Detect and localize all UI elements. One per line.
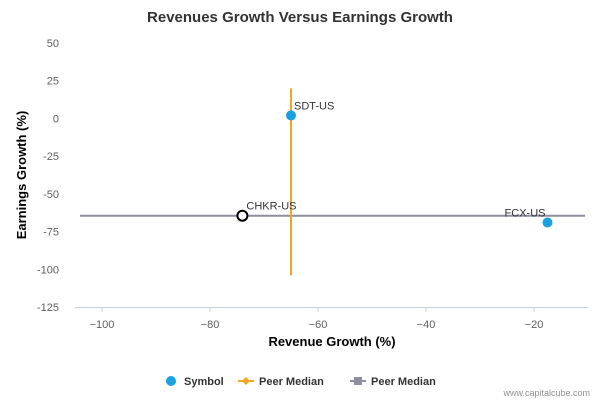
data-point-sdt-us [286, 110, 296, 121]
legend: Symbol Peer Median Peer Median [166, 376, 436, 388]
peer-median-lines [80, 88, 585, 276]
legend-diamond-marker [242, 377, 250, 385]
legend-label: Symbol [184, 376, 224, 388]
legend-symbol-marker [166, 376, 176, 386]
legend-item[interactable]: Peer Median [350, 376, 436, 388]
x-tick-label: −20 [525, 319, 544, 331]
x-axis-ticks: −100 −80 −60 −40 −20 [90, 307, 544, 331]
x-tick-label: −100 [90, 319, 115, 331]
y-tick-label: -50 [43, 189, 59, 201]
x-tick-label: −60 [309, 319, 328, 331]
data-label-fcx-us: FCX-US [505, 208, 546, 220]
legend-square-marker [354, 377, 362, 385]
y-tick-label: -25 [43, 151, 59, 163]
legend-item[interactable]: Symbol [166, 376, 224, 388]
legend-item[interactable]: Peer Median [238, 376, 324, 388]
legend-label: Peer Median [259, 376, 324, 388]
y-tick-label: -75 [43, 227, 59, 239]
data-point-chkr-us [236, 209, 249, 222]
y-tick-label: -100 [37, 264, 59, 276]
y-axis-ticks: 50 25 0 -25 -50 -75 -100 -125 [37, 38, 59, 314]
y-tick-label: 50 [47, 38, 59, 50]
credit-text: www.capitalcube.com [502, 388, 590, 398]
x-tick-label: −80 [201, 319, 220, 331]
data-points: SDT-US FCX-US CHKR-US [236, 100, 553, 228]
chart-title: Revenues Growth Versus Earnings Growth [147, 9, 453, 26]
y-axis-title: Earnings Growth (%) [14, 111, 29, 240]
data-label-sdt-us: SDT-US [294, 100, 334, 112]
data-label-chkr-us: CHKR-US [246, 201, 296, 213]
y-tick-label: 25 [47, 76, 59, 88]
y-tick-label: -125 [37, 302, 59, 314]
data-point-fcx-us [542, 217, 553, 228]
legend-label: Peer Median [371, 376, 436, 388]
x-axis-title: Revenue Growth (%) [268, 334, 395, 349]
y-tick-label: 0 [53, 113, 59, 125]
x-tick-label: −40 [417, 319, 436, 331]
